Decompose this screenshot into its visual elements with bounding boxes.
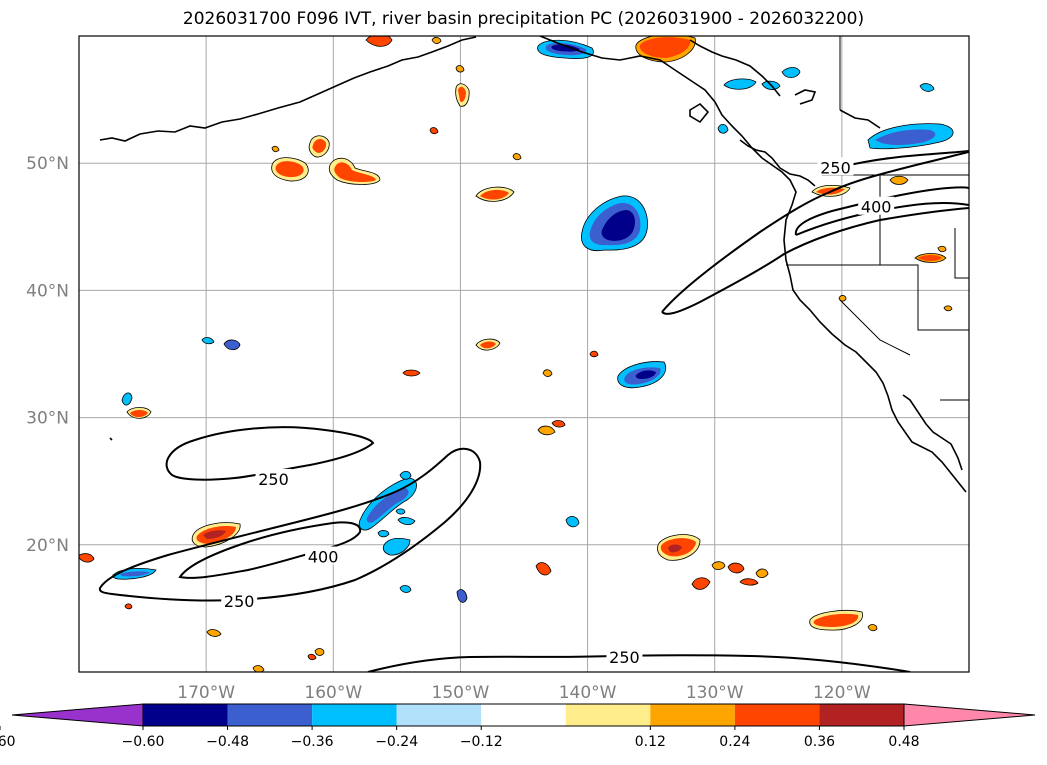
latitude-tick-label: 20°N <box>26 536 69 556</box>
colorbar-tick-label: 0.12 <box>635 734 666 750</box>
positive-anomaly-blob <box>308 135 330 158</box>
negative-anomaly-blob <box>537 39 594 59</box>
latitude-tick-label: 30°N <box>26 409 69 429</box>
latitude-tick-label: 50°N <box>26 154 69 174</box>
colorbar-tick-label: −0.24 <box>375 734 418 750</box>
negative-anomaly-blob <box>358 477 417 531</box>
ivt-contour-250 <box>98 447 482 602</box>
latitude-labels: 20°N 30°N 40°N 50°N <box>26 154 69 556</box>
ivt-contour-label: 400 <box>308 548 339 567</box>
ivt-contour-400 <box>178 521 362 579</box>
contour-label-background <box>858 196 895 215</box>
map-title: 2026031700 F096 IVT, river basin precipi… <box>182 9 865 29</box>
map-frame <box>78 35 970 673</box>
colorbar-tick-label: 0.36 <box>804 734 835 750</box>
colorbar-tick-label: 0.48 <box>888 734 919 750</box>
ivt-contour-label: 400 <box>861 198 892 217</box>
positive-anomaly-blob <box>191 522 241 548</box>
colorbar-tick-label: −0.60 <box>122 734 165 750</box>
ivt-contour-label: 250 <box>224 592 255 611</box>
ivt-contour-250 <box>661 151 969 313</box>
colorbar-tick-label: 0.24 <box>719 734 750 750</box>
contour-label-background <box>305 546 342 565</box>
contour-label-background <box>255 468 292 487</box>
contour-label-background <box>606 647 643 666</box>
colorbar-extend-max <box>903 703 1036 727</box>
negative-anomaly-blob <box>617 361 666 389</box>
colorbar-segment <box>565 704 651 726</box>
longitude-tick-label: 150°W <box>432 683 490 703</box>
colorbar-tick-label: −0.36 <box>291 734 334 750</box>
colorbar-frame <box>142 703 905 727</box>
contour-label-background <box>221 591 258 610</box>
colorbar-tick-label: −0.12 <box>460 734 503 750</box>
colorbar-segment <box>734 704 820 726</box>
positive-anomaly-blob <box>635 36 696 63</box>
colorbar-tick-label: −0.48 <box>206 734 249 750</box>
colorbar-segment <box>650 704 735 726</box>
longitude-tick-label: 170°W <box>177 683 235 703</box>
precip-anomaly-fields <box>79 36 954 672</box>
colorbar-tick-labels: −0.60 −0.48 −0.36 −0.24 −0.12 0.12 0.24 0.36 0.4… <box>0 726 920 750</box>
longitude-tick-label: 140°W <box>559 683 617 703</box>
contour-label-background <box>817 157 854 176</box>
positive-anomaly-blob <box>657 534 701 561</box>
longitude-tick-label: 120°W <box>813 683 871 703</box>
colorbar-segment <box>143 704 228 726</box>
latitude-tick-label: 40°N <box>26 281 69 301</box>
positive-anomaly-blob <box>475 186 515 202</box>
ivt-contour-label: 250 <box>258 470 289 489</box>
colorbar-extend-min <box>11 703 144 727</box>
positive-anomaly-blob <box>328 157 381 185</box>
longitude-tick-label: 160°W <box>304 683 362 703</box>
longitude-labels: 170°W 160°W 150°W 140°W 130°W 120°W <box>177 683 871 703</box>
colorbar-segment <box>396 704 482 726</box>
coastlines <box>99 36 967 493</box>
colorbar-segment <box>312 704 397 726</box>
colorbar-segment <box>819 704 904 726</box>
ivt-contour-label: 250 <box>820 158 851 177</box>
positive-anomaly-blob <box>271 157 309 182</box>
ivt-contour-labels: 250 400 250 250 400 250 <box>221 157 895 667</box>
negative-anomaly-blob <box>581 195 648 252</box>
longitude-tick-label: 130°W <box>686 683 744 703</box>
ivt-contour-250 <box>661 207 969 315</box>
colorbar <box>11 703 1036 727</box>
colorbar-tick-label: 0.60 <box>0 734 16 750</box>
colorbar-segment <box>481 704 566 726</box>
ivt-contour-label: 250 <box>609 648 640 667</box>
colorbar-segment <box>227 704 313 726</box>
ivt-contour-250 <box>165 426 375 481</box>
positive-anomaly-blob <box>809 610 863 631</box>
